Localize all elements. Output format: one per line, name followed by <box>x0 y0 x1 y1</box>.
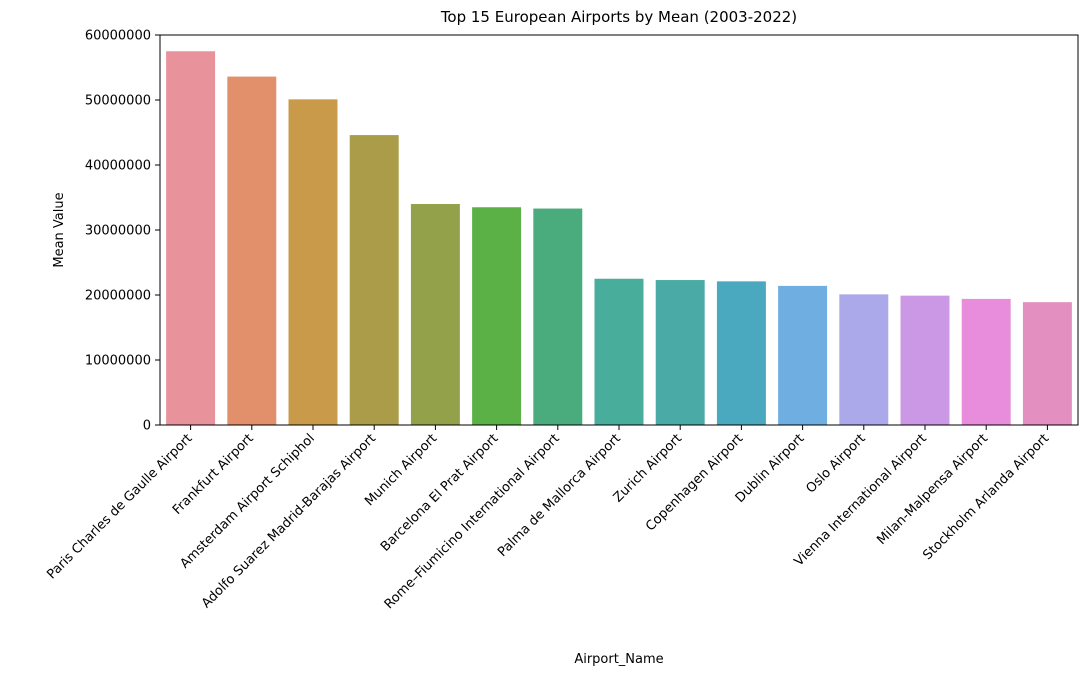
x-tick-label: Palma de Mallorca Airport <box>495 431 624 560</box>
bar <box>594 278 644 425</box>
y-tick-label: 20000000 <box>85 289 151 304</box>
x-tick-label: Barcelona El Prat Airport <box>378 431 501 554</box>
y-tick-label: 0 <box>143 419 151 434</box>
bar <box>961 298 1011 425</box>
x-tick-label: Oslo Airport <box>803 431 868 496</box>
y-tick-label: 50000000 <box>85 94 151 109</box>
bar <box>900 295 950 425</box>
x-axis-title: Airport_Name <box>574 652 663 667</box>
bar <box>349 135 399 425</box>
bar <box>655 280 705 425</box>
bar <box>410 204 460 425</box>
y-axis-ticks: 0 10000000 20000000 30000000 40000000 5000000… <box>85 29 160 434</box>
x-tick-label: Milan-Malpensa Airport <box>874 431 991 548</box>
x-tick-label: Stockholm Arlanda Airport <box>920 431 1052 563</box>
y-tick-label: 40000000 <box>85 159 151 174</box>
bar <box>533 208 583 425</box>
plot-frame <box>159 34 1079 426</box>
x-tick-label: Vienna International Airport <box>792 431 930 569</box>
y-tick-label: 30000000 <box>85 224 151 239</box>
bar <box>288 99 338 425</box>
bar <box>778 285 828 425</box>
bar <box>472 207 522 425</box>
x-tick-label: Amsterdam Airport Schiphol <box>177 431 317 571</box>
bar <box>1022 302 1072 425</box>
bars-group <box>166 51 1072 425</box>
bar <box>166 51 216 425</box>
y-tick-label: 60000000 <box>85 29 151 44</box>
x-axis-ticks: Paris Charles de Gaulle AirportFrankfurt… <box>44 425 1052 612</box>
y-tick-label: 10000000 <box>85 354 151 369</box>
y-axis-title: Mean Value <box>52 192 67 267</box>
chart-title: Top 15 European Airports by Mean (2003-2… <box>440 8 797 26</box>
bar <box>227 76 277 425</box>
bar <box>839 294 889 425</box>
bar <box>716 281 766 425</box>
